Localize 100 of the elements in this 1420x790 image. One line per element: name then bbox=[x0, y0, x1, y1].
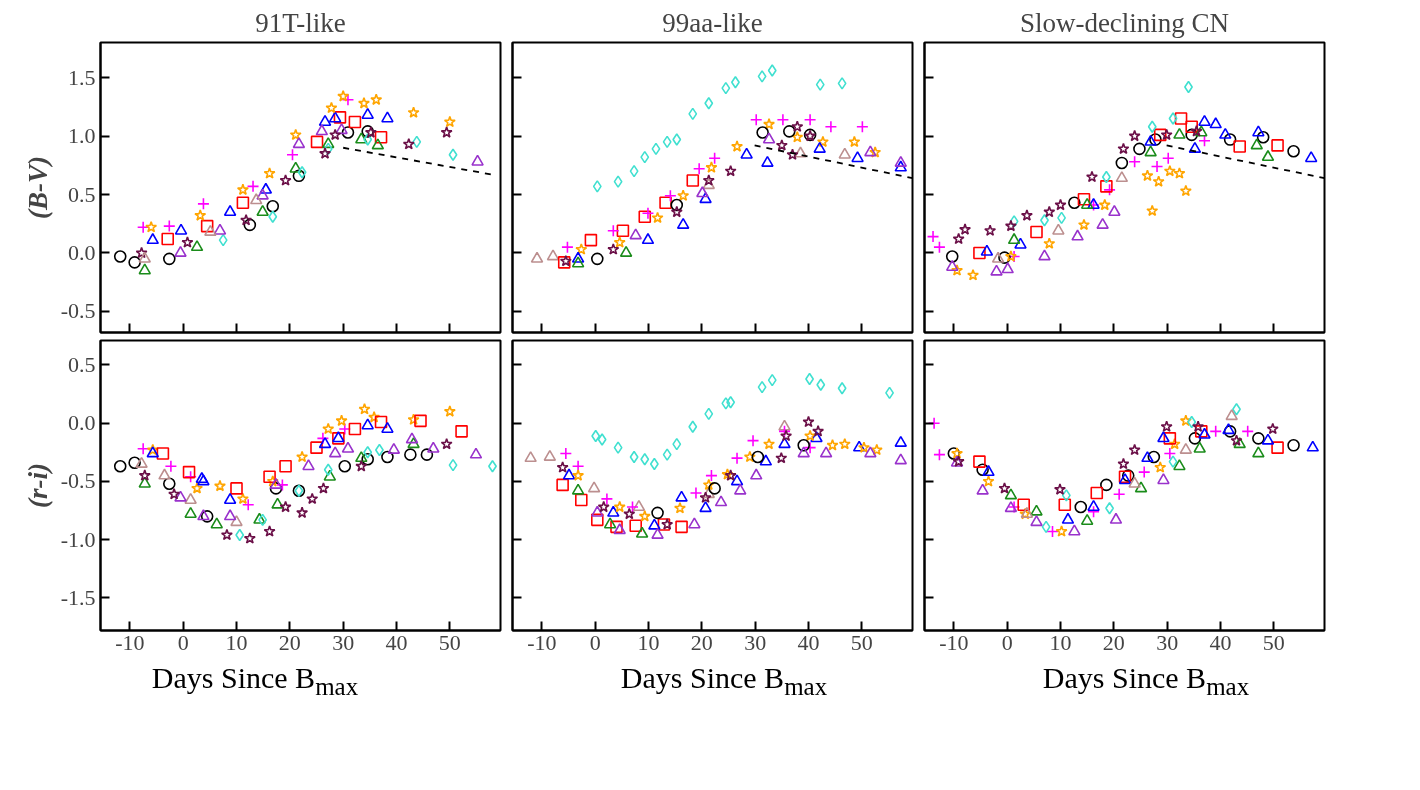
point bbox=[1256, 130, 1270, 144]
x-axis-title: Days Since B$_{max}$ bbox=[1041, 660, 1251, 702]
point bbox=[1147, 450, 1161, 464]
point bbox=[730, 474, 744, 486]
point bbox=[1173, 167, 1186, 179]
point bbox=[708, 151, 721, 165]
point bbox=[235, 528, 245, 542]
point bbox=[1009, 215, 1019, 228]
point bbox=[1157, 431, 1170, 443]
point bbox=[1043, 205, 1056, 218]
point bbox=[1160, 128, 1173, 141]
point bbox=[440, 126, 453, 138]
point bbox=[1219, 127, 1232, 139]
point bbox=[619, 245, 633, 257]
point bbox=[355, 450, 368, 463]
point bbox=[1252, 432, 1265, 445]
point bbox=[783, 125, 796, 138]
point bbox=[322, 422, 335, 435]
point bbox=[455, 425, 468, 438]
point bbox=[651, 142, 661, 156]
point bbox=[816, 378, 826, 392]
point bbox=[197, 197, 210, 211]
point bbox=[982, 475, 995, 487]
point bbox=[951, 264, 964, 276]
point bbox=[404, 448, 417, 461]
point bbox=[1168, 112, 1178, 125]
point bbox=[443, 405, 456, 417]
point bbox=[945, 250, 959, 263]
point bbox=[1041, 520, 1051, 534]
point bbox=[688, 517, 701, 529]
point bbox=[591, 505, 604, 517]
point bbox=[851, 151, 864, 163]
point bbox=[135, 246, 148, 259]
point bbox=[812, 425, 825, 437]
point bbox=[146, 232, 160, 245]
point bbox=[530, 251, 544, 263]
point bbox=[1100, 478, 1113, 492]
point bbox=[704, 97, 714, 110]
point bbox=[1287, 144, 1300, 158]
point bbox=[1188, 141, 1202, 153]
point bbox=[1163, 447, 1177, 460]
point bbox=[810, 431, 823, 443]
point bbox=[1109, 512, 1123, 524]
point bbox=[1055, 525, 1068, 537]
point bbox=[1141, 450, 1154, 463]
point bbox=[778, 437, 791, 449]
point bbox=[791, 120, 804, 132]
point bbox=[991, 251, 1005, 263]
point bbox=[1105, 501, 1115, 515]
point bbox=[1173, 459, 1186, 471]
point bbox=[571, 459, 585, 473]
point bbox=[190, 239, 204, 252]
point bbox=[837, 77, 847, 90]
point bbox=[1043, 237, 1056, 249]
point bbox=[819, 446, 833, 458]
point bbox=[113, 250, 127, 263]
point bbox=[256, 188, 269, 200]
point bbox=[1030, 515, 1043, 527]
point bbox=[220, 528, 233, 541]
point bbox=[381, 111, 394, 123]
point bbox=[363, 446, 373, 459]
point bbox=[258, 513, 268, 527]
point bbox=[292, 137, 306, 149]
point bbox=[870, 443, 883, 456]
point bbox=[1004, 488, 1018, 500]
point bbox=[243, 532, 256, 544]
point bbox=[128, 456, 141, 470]
point bbox=[696, 186, 709, 198]
x-tick-label: 40 bbox=[797, 629, 820, 655]
point bbox=[1271, 139, 1284, 152]
point bbox=[1137, 465, 1151, 479]
point bbox=[1173, 127, 1186, 139]
point bbox=[730, 75, 740, 89]
point bbox=[357, 97, 370, 109]
point bbox=[263, 167, 276, 179]
y-tick-label: 1.5 bbox=[68, 64, 96, 90]
y-tick-label: 0.5 bbox=[68, 181, 96, 207]
point bbox=[1077, 218, 1090, 231]
y-axis-title: (r-i) bbox=[22, 463, 53, 508]
point bbox=[894, 435, 908, 447]
point bbox=[597, 500, 610, 513]
point bbox=[702, 174, 715, 186]
point bbox=[161, 232, 174, 246]
point bbox=[1266, 422, 1279, 435]
point bbox=[757, 380, 767, 394]
point bbox=[213, 479, 226, 492]
point bbox=[616, 224, 630, 238]
point bbox=[361, 107, 374, 119]
point bbox=[1193, 441, 1206, 453]
point bbox=[279, 174, 292, 186]
point bbox=[776, 113, 790, 126]
point bbox=[659, 196, 672, 209]
point bbox=[688, 420, 698, 433]
point bbox=[338, 422, 352, 436]
point bbox=[1068, 196, 1081, 209]
point bbox=[959, 223, 972, 235]
point bbox=[591, 513, 604, 527]
point bbox=[289, 128, 302, 141]
point bbox=[815, 78, 825, 91]
point bbox=[1261, 149, 1275, 162]
